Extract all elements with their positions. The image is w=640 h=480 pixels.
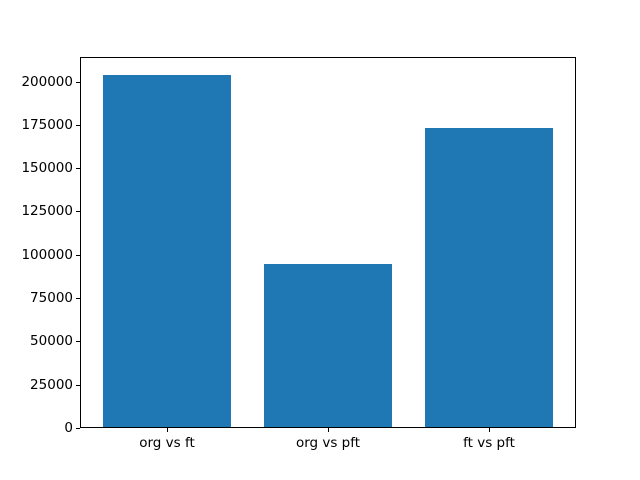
y-tick-mark (76, 298, 80, 299)
y-tick-mark (76, 428, 80, 429)
x-tick-label: org vs pft (295, 435, 361, 451)
y-tick-mark (76, 211, 80, 212)
y-tick-mark (76, 168, 80, 169)
bar-org-vs-ft (102, 74, 232, 428)
x-tick-label: ft vs pft (463, 435, 515, 451)
y-tick-label: 75000 (30, 290, 73, 306)
bar-ft-vs-pft (424, 128, 554, 428)
y-tick-mark (76, 125, 80, 126)
bar-org-vs-pft (263, 263, 393, 428)
y-tick-label: 200000 (21, 74, 73, 90)
x-tick-mark (167, 428, 168, 432)
y-tick-label: 175000 (21, 117, 73, 133)
y-tick-mark (76, 385, 80, 386)
y-tick-label: 50000 (30, 333, 73, 349)
y-tick-label: 0 (64, 420, 73, 436)
y-tick-label: 150000 (21, 160, 73, 176)
y-tick-label: 100000 (21, 247, 73, 263)
x-tick-label: org vs ft (139, 435, 195, 451)
y-tick-label: 125000 (21, 203, 73, 219)
y-tick-label: 25000 (30, 377, 73, 393)
y-tick-mark (76, 82, 80, 83)
y-tick-mark (76, 255, 80, 256)
plot-area (80, 57, 576, 428)
y-tick-mark (76, 341, 80, 342)
x-tick-mark (489, 428, 490, 432)
x-tick-mark (328, 428, 329, 432)
